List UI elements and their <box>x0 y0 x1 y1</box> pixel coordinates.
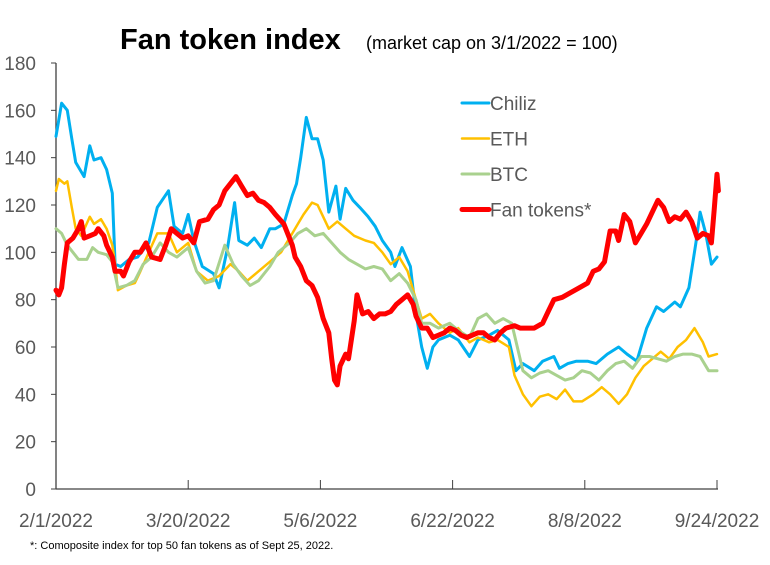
axes: 0 20 40 60 80 100 120 140 160 180 2/1/2022 3/20/202… <box>4 54 759 532</box>
series-lines <box>53 101 721 408</box>
y-tick-label: 40 <box>15 385 36 406</box>
x-tick-label: 8/8/2022 <box>548 511 622 532</box>
legend-label: ETH <box>490 130 528 151</box>
y-tick-label: 60 <box>15 338 36 359</box>
y-tick-label: 180 <box>4 54 36 75</box>
legend-label: Chiliz <box>490 94 536 115</box>
y-tick-label: 80 <box>15 291 36 312</box>
x-tick-label: 2/1/2022 <box>19 511 93 532</box>
y-tick-label: 160 <box>4 101 36 122</box>
legend: Chiliz ETH BTC Fan tokens* <box>459 94 592 222</box>
chart-title: Fan token index <box>120 24 341 56</box>
y-tick-label: 120 <box>4 196 36 217</box>
footnote: *: Comoposite index for top 50 fan token… <box>30 540 333 552</box>
x-tick-label: 5/6/2022 <box>283 511 357 532</box>
x-tick-label: 6/22/2022 <box>410 511 495 532</box>
y-tick-label: 100 <box>4 243 36 264</box>
legend-label: Fan tokens* <box>490 201 592 222</box>
x-tick-label: 3/20/2022 <box>146 511 231 532</box>
series-line-chiliz <box>54 101 719 373</box>
chart-subtitle: (market cap on 3/1/2022 = 100) <box>366 33 618 53</box>
series-line-btc <box>54 227 719 382</box>
series-line-fantokens <box>53 171 721 388</box>
y-tick-label: 140 <box>4 149 36 170</box>
y-tick-label: 20 <box>15 433 36 454</box>
x-tick-label: 9/24/2022 <box>675 511 760 532</box>
y-tick-label: 0 <box>25 480 36 501</box>
legend-label: BTC <box>490 165 528 186</box>
